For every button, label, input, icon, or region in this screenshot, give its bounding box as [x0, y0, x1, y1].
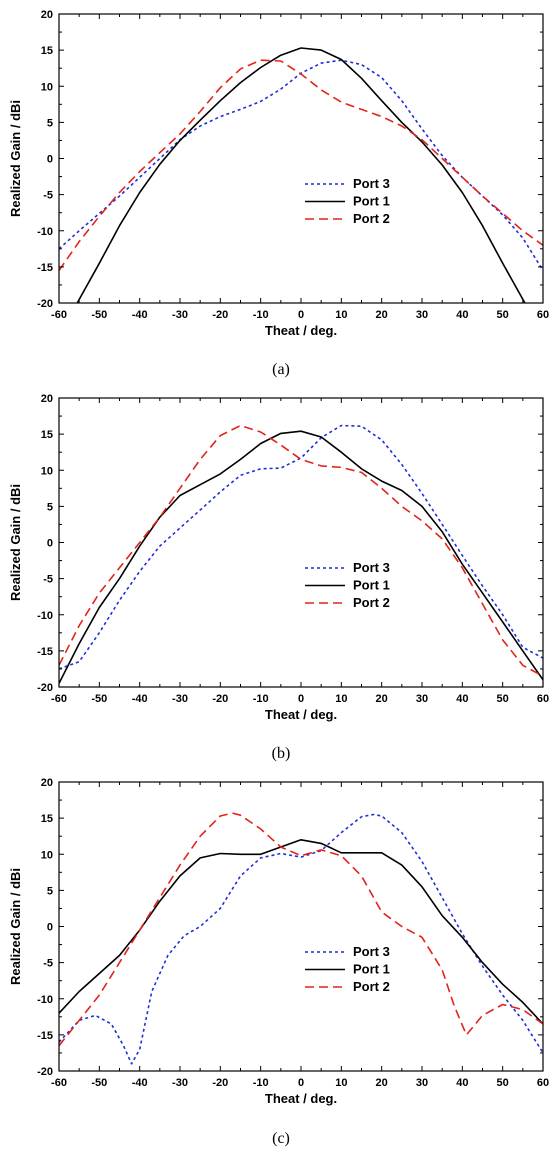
legend-label: Port 2: [353, 595, 390, 610]
x-tick-label: 50: [497, 309, 509, 321]
y-tick-label: -20: [37, 1066, 53, 1078]
series-line-port-1: [59, 840, 543, 1024]
x-tick-label: 0: [298, 1077, 304, 1089]
plot-frame: [59, 14, 543, 303]
x-tick-label: -20: [212, 693, 228, 705]
x-tick-label: -10: [253, 693, 269, 705]
series-line-port-2: [59, 813, 543, 1046]
x-tick-label: -30: [172, 693, 188, 705]
y-tick-label: -5: [43, 190, 53, 202]
y-tick-label: 0: [47, 154, 53, 166]
y-axis-label: Realized Gain / dBi: [8, 868, 23, 985]
x-tick-label: 0: [298, 309, 304, 321]
x-tick-label: -40: [132, 693, 148, 705]
x-tick-label: 20: [376, 693, 388, 705]
y-tick-label: 5: [47, 501, 53, 513]
x-tick-label: -20: [212, 1077, 228, 1089]
legend-label: Port 2: [353, 979, 390, 994]
x-tick-label: 60: [537, 693, 549, 705]
x-axis-label: Theat / deg.: [265, 707, 337, 722]
y-tick-label: -10: [37, 610, 53, 622]
series-line-port-2: [59, 60, 543, 270]
x-tick-label: 0: [298, 693, 304, 705]
x-tick-label: 60: [537, 1077, 549, 1089]
x-tick-label: -10: [253, 1077, 269, 1089]
y-tick-label: -15: [37, 262, 53, 274]
y-tick-label: 20: [41, 9, 53, 21]
x-tick-label: -40: [132, 309, 148, 321]
x-tick-label: 20: [376, 1077, 388, 1089]
y-tick-label: 20: [41, 393, 53, 405]
x-tick-label: -20: [212, 309, 228, 321]
x-tick-label: 40: [456, 309, 468, 321]
series-line-port-3: [59, 60, 543, 270]
x-tick-label: 10: [335, 309, 347, 321]
y-tick-label: 5: [47, 885, 53, 897]
y-tick-label: 15: [41, 813, 53, 825]
x-tick-label: 50: [497, 1077, 509, 1089]
y-tick-label: -5: [43, 574, 53, 586]
x-tick-label: 30: [416, 309, 428, 321]
x-tick-label: -50: [91, 693, 107, 705]
y-tick-label: 10: [41, 465, 53, 477]
y-tick-label: -20: [37, 298, 53, 310]
legend-label: Port 1: [353, 194, 390, 209]
x-tick-label: -10: [253, 309, 269, 321]
series-line-port-1: [59, 431, 543, 683]
x-tick-label: 40: [456, 693, 468, 705]
x-tick-label: -40: [132, 1077, 148, 1089]
legend-label: Port 1: [353, 962, 390, 977]
legend-label: Port 3: [353, 176, 390, 191]
x-tick-label: 50: [497, 693, 509, 705]
y-axis-label: Realized Gain / dBi: [8, 484, 23, 601]
x-tick-label: 40: [456, 1077, 468, 1089]
y-tick-label: -10: [37, 994, 53, 1006]
legend-label: Port 1: [353, 578, 390, 593]
series-line-port-3: [59, 426, 543, 669]
x-tick-label: -30: [172, 1077, 188, 1089]
chart-1: -60-50-40-30-20-100102030405060-20-15-10…: [8, 9, 549, 378]
legend-label: Port 3: [353, 560, 390, 575]
y-tick-label: 15: [41, 429, 53, 441]
x-tick-label: -60: [51, 693, 67, 705]
x-tick-label: 20: [376, 309, 388, 321]
y-tick-label: 10: [41, 849, 53, 861]
y-tick-label: -15: [37, 646, 53, 658]
y-tick-label: -5: [43, 958, 53, 970]
y-tick-label: -20: [37, 682, 53, 694]
chart-3: -60-50-40-30-20-100102030405060-20-15-10…: [8, 777, 549, 1147]
y-tick-label: 5: [47, 117, 53, 129]
chart-caption: (a): [272, 361, 290, 378]
x-tick-label: 10: [335, 693, 347, 705]
y-tick-label: 10: [41, 81, 53, 93]
plot-frame: [59, 782, 543, 1071]
series-line-port-2: [59, 426, 543, 677]
legend-label: Port 2: [353, 211, 390, 226]
x-axis-label: Theat / deg.: [265, 323, 337, 338]
x-tick-label: 10: [335, 1077, 347, 1089]
chart-caption: (b): [272, 745, 291, 762]
x-tick-label: -60: [51, 1077, 67, 1089]
y-tick-label: 0: [47, 922, 53, 934]
x-axis-label: Theat / deg.: [265, 1091, 337, 1106]
x-tick-label: 60: [537, 309, 549, 321]
legend-label: Port 3: [353, 944, 390, 959]
y-axis-label: Realized Gain / dBi: [8, 100, 23, 217]
chart-2: -60-50-40-30-20-100102030405060-20-15-10…: [8, 393, 549, 762]
y-tick-label: 20: [41, 777, 53, 789]
y-tick-label: 15: [41, 45, 53, 57]
chart-caption: (c): [272, 1130, 290, 1147]
series-line-port-1: [77, 48, 525, 303]
x-tick-label: 30: [416, 1077, 428, 1089]
x-tick-label: -50: [91, 1077, 107, 1089]
x-tick-label: 30: [416, 693, 428, 705]
x-tick-label: -60: [51, 309, 67, 321]
y-tick-label: -15: [37, 1030, 53, 1042]
x-tick-label: -30: [172, 309, 188, 321]
x-tick-label: -50: [91, 309, 107, 321]
y-tick-label: 0: [47, 538, 53, 550]
plot-frame: [59, 398, 543, 687]
y-tick-label: -10: [37, 226, 53, 238]
